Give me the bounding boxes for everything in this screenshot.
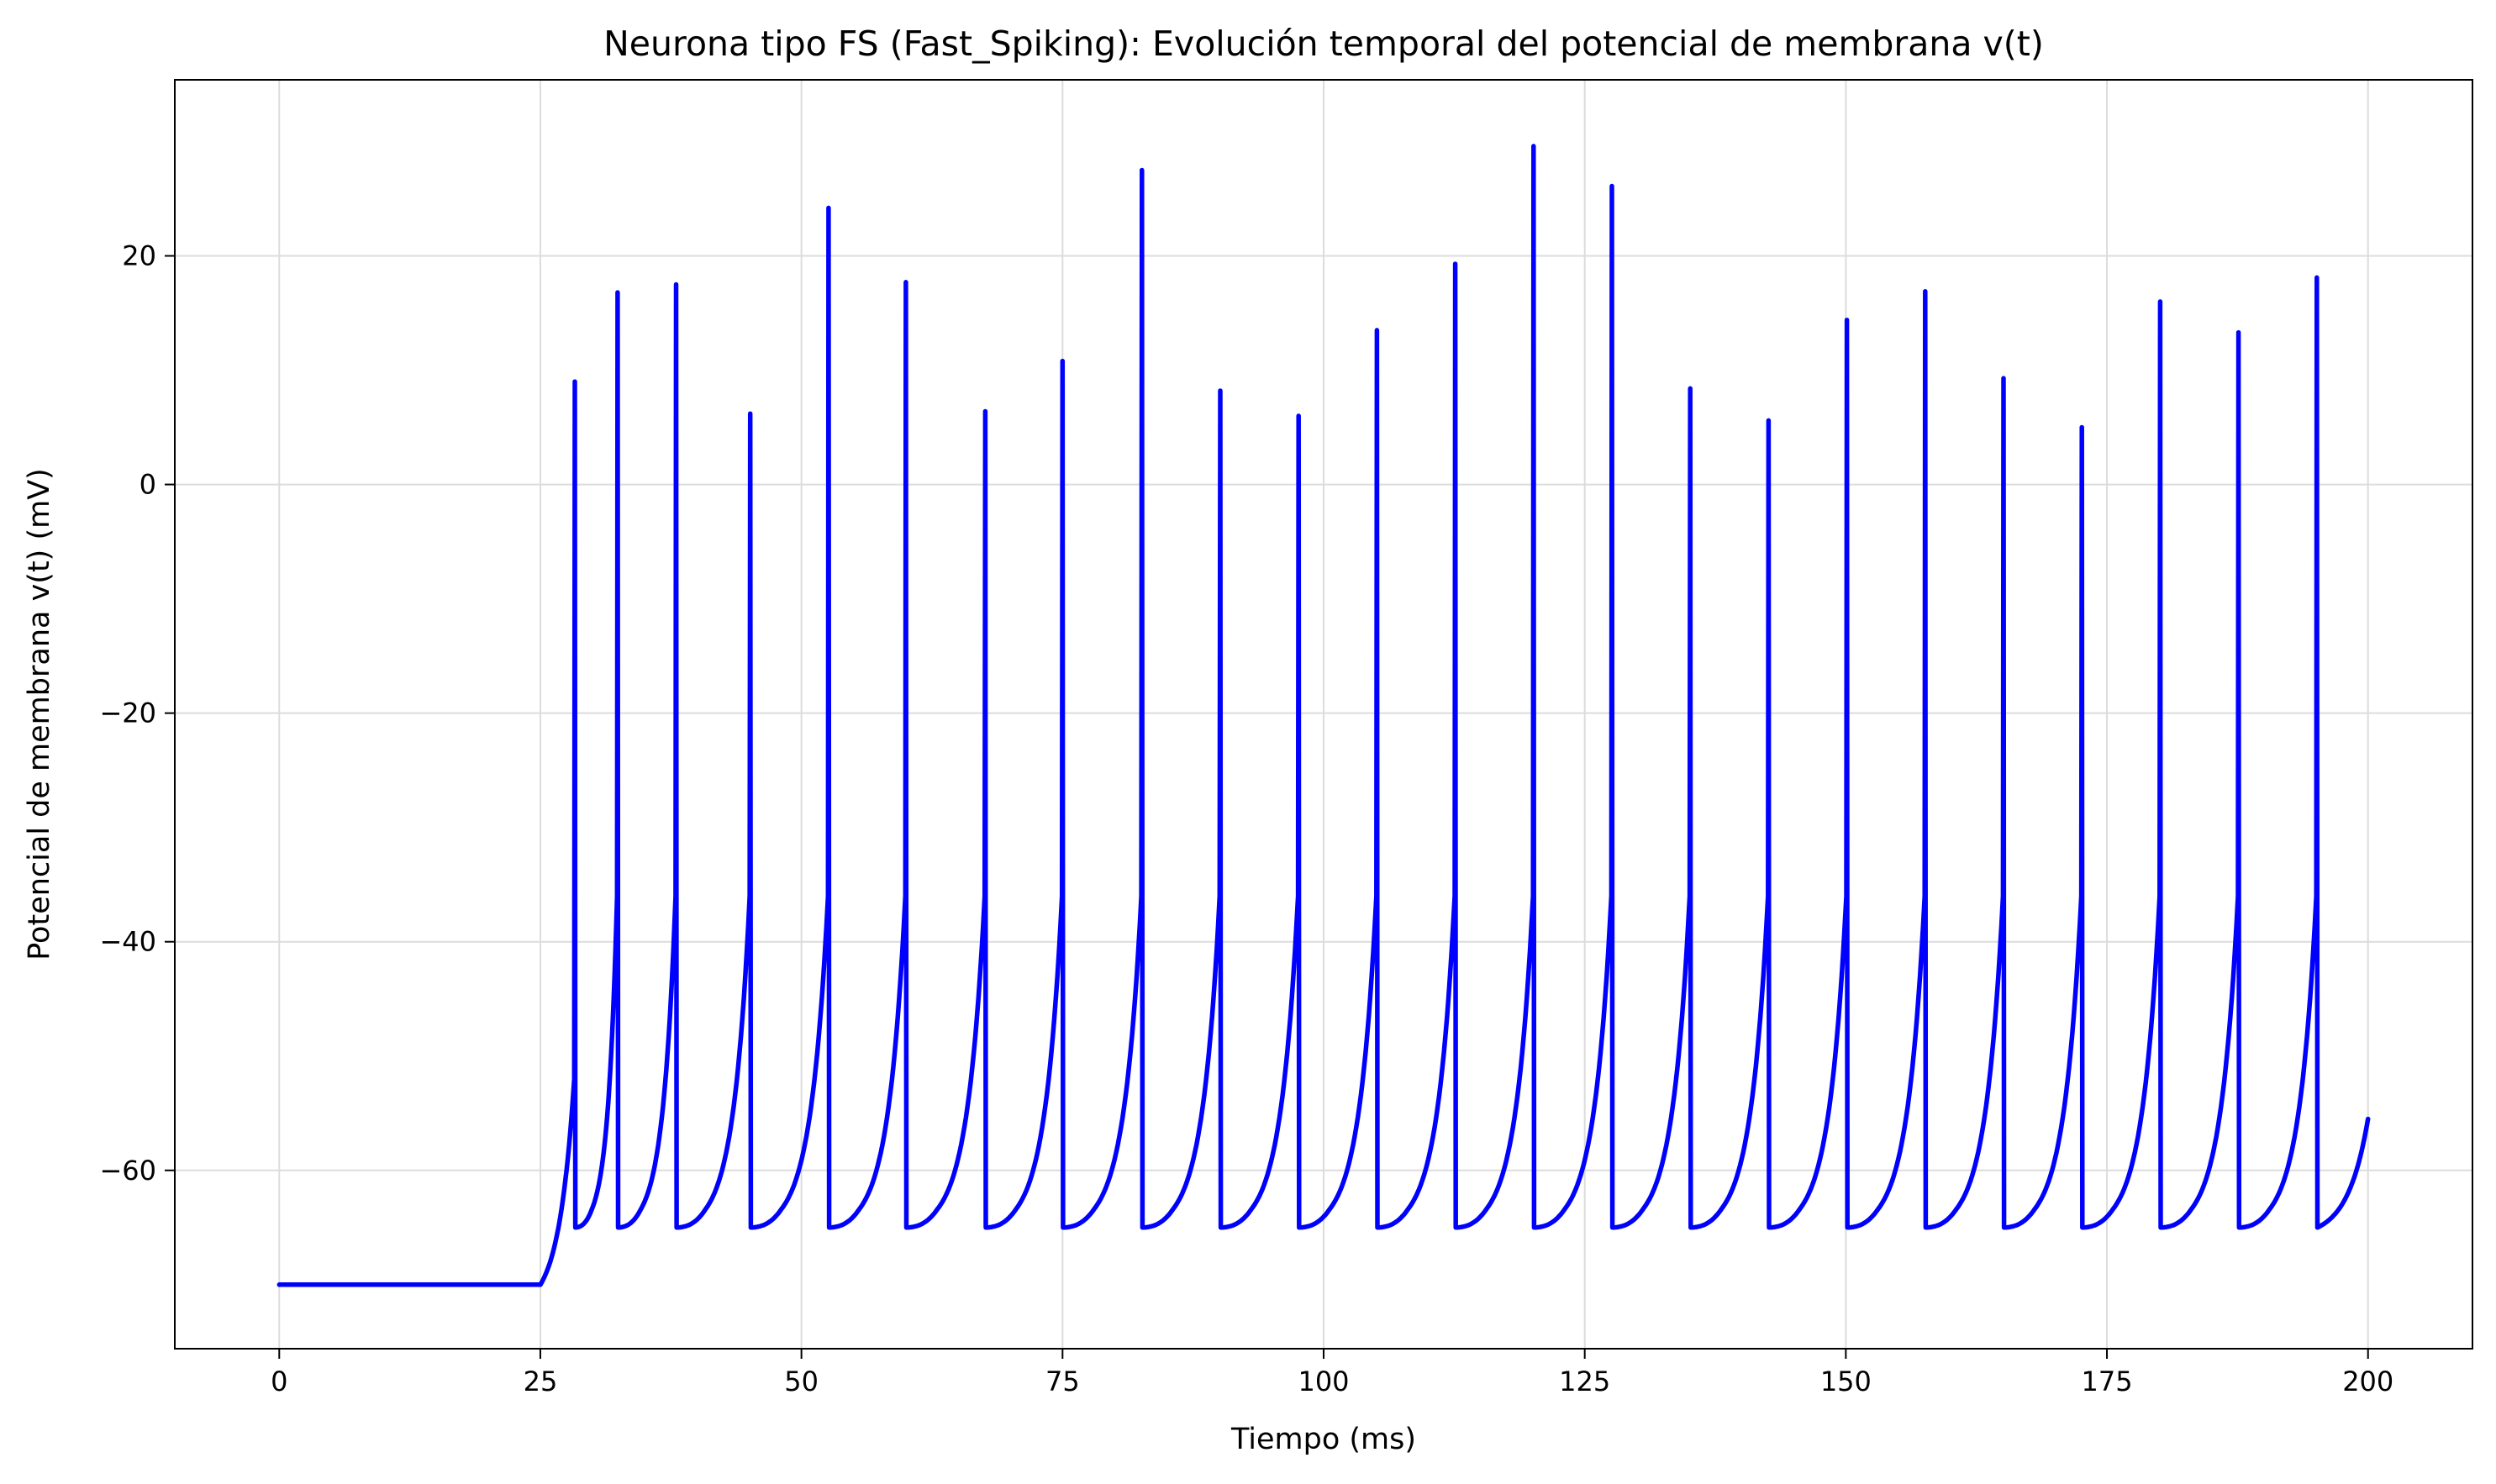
y-axis-label: Potencial de membrana v(t) (mV) — [23, 468, 56, 960]
trace-layer — [276, 144, 2371, 1287]
y-tick-label: −20 — [99, 697, 156, 729]
x-tick-label: 200 — [2342, 1366, 2393, 1397]
x-tick-label: 75 — [1045, 1366, 1080, 1397]
membrane-potential-line — [276, 144, 2371, 1287]
x-tick-label: 50 — [784, 1366, 819, 1397]
grid — [175, 80, 2472, 1349]
y-tick-label: −40 — [99, 926, 156, 958]
chart-title: Neurona tipo FS (Fast_Spiking): Evolució… — [603, 24, 2044, 64]
ticks: 0 25 50 75 100 125 150 175 200 −60 −40 −20 0 20 — [99, 239, 2393, 1397]
y-tick-label: 20 — [122, 239, 156, 271]
x-tick-label: 100 — [1298, 1366, 1349, 1397]
y-tick-label: −60 — [99, 1155, 156, 1187]
x-tick-label: 125 — [1559, 1366, 1610, 1397]
x-tick-label: 150 — [1820, 1366, 1872, 1397]
y-tick-label: 0 — [140, 469, 156, 501]
x-tick-label: 0 — [271, 1366, 287, 1397]
x-tick-label: 175 — [2082, 1366, 2133, 1397]
x-axis-label: Tiempo (ms) — [1230, 1423, 1416, 1456]
x-tick-label: 25 — [524, 1366, 558, 1397]
